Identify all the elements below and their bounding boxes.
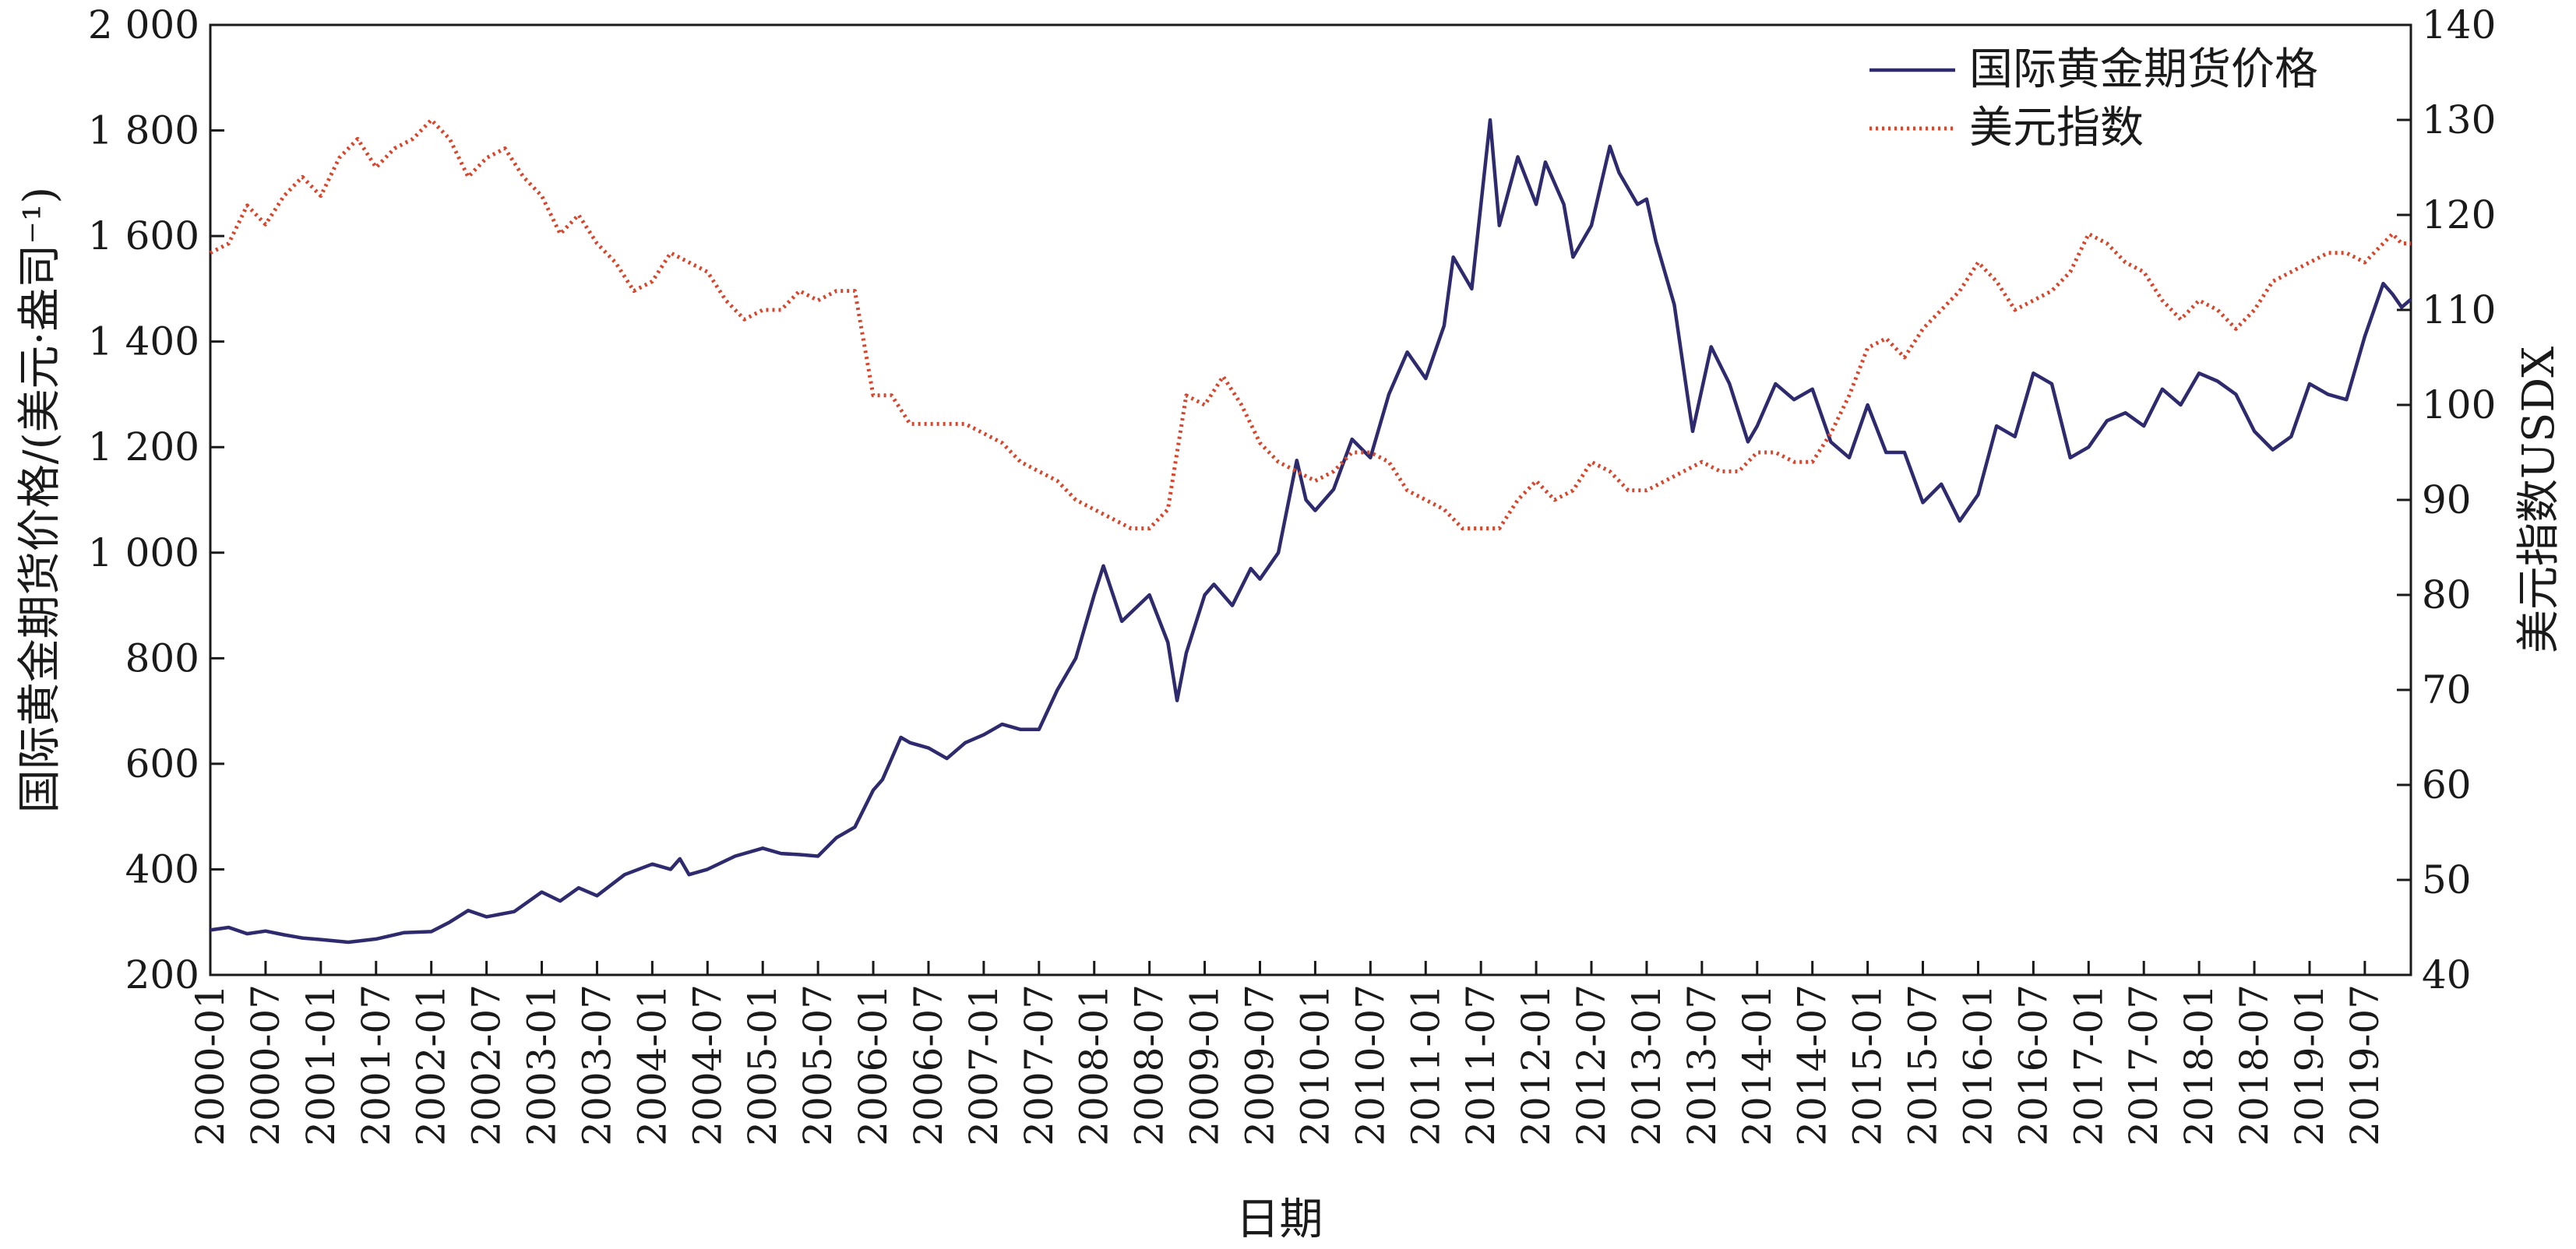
x-tick-label: 2004-01 xyxy=(629,984,675,1146)
x-tick-label: 2015-01 xyxy=(1845,984,1891,1146)
y-left-tick-label: 1 200 xyxy=(88,424,199,470)
x-tick-label: 2018-01 xyxy=(2176,984,2222,1146)
y-right-axis-title: 美元指数USDX xyxy=(2514,347,2564,653)
x-tick-label: 2007-07 xyxy=(1017,984,1062,1146)
series-line-美元指数 xyxy=(209,118,2411,531)
y-left-tick-label: 1 400 xyxy=(88,319,199,364)
x-tick-label: 2005-07 xyxy=(795,984,840,1146)
x-tick-label: 2016-07 xyxy=(2010,984,2056,1146)
y-left-tick-label: 1 600 xyxy=(88,213,199,259)
x-tick-label: 2019-07 xyxy=(2342,984,2387,1146)
x-tick-label: 2009-07 xyxy=(1237,984,1282,1146)
legend-label: 美元指数 xyxy=(1969,103,2144,153)
y-left-tick-label: 200 xyxy=(125,952,199,997)
y-left-axis-title: 国际黄金期货价格/(美元·盎司⁻¹) xyxy=(15,187,65,813)
x-tick-label: 2013-07 xyxy=(1679,984,1725,1146)
x-tick-label: 2003-01 xyxy=(520,984,565,1146)
x-tick-label: 2011-07 xyxy=(1458,984,1503,1146)
x-tick-label: 2017-07 xyxy=(2121,984,2166,1146)
x-tick-label: 2010-07 xyxy=(1348,984,1393,1146)
x-tick-label: 2009-01 xyxy=(1182,984,1228,1146)
x-tick-label: 2018-07 xyxy=(2232,984,2277,1146)
x-tick-label: 2002-01 xyxy=(409,984,454,1146)
x-tick-label: 2001-01 xyxy=(298,984,344,1146)
x-tick-label: 2012-07 xyxy=(1569,984,1614,1146)
x-tick-label: 2014-01 xyxy=(1735,984,1780,1146)
x-tick-label: 2011-01 xyxy=(1403,984,1448,1146)
y-right-tick-label: 90 xyxy=(2422,477,2472,522)
plot-frame xyxy=(209,23,2412,976)
x-tick-label: 2010-01 xyxy=(1292,984,1337,1146)
x-tick-label: 2016-01 xyxy=(1955,984,2000,1146)
axis-layer: 200 400 600 800 1 000 1 200 1 400 1 600 1 800 2 0… xyxy=(15,2,2564,1245)
x-tick-label: 2019-01 xyxy=(2287,984,2332,1146)
y-right-tick-label: 60 xyxy=(2422,762,2472,807)
y-left-tick-label: 1 800 xyxy=(88,108,199,153)
x-tick-label: 2012-01 xyxy=(1514,984,1559,1146)
x-tick-label: 2000-01 xyxy=(188,984,233,1146)
plot-frame-layer xyxy=(209,23,2412,976)
x-tick-label: 2005-01 xyxy=(740,984,785,1146)
x-tick-label: 2007-01 xyxy=(961,984,1006,1146)
y-right-tick-label: 130 xyxy=(2422,97,2496,142)
x-tick-label: 2013-01 xyxy=(1624,984,1669,1146)
y-right-tick-label: 110 xyxy=(2422,287,2496,332)
x-tick-label: 2004-07 xyxy=(685,984,730,1146)
y-left-tick-label: 800 xyxy=(125,635,199,681)
y-left-tick-label: 1 000 xyxy=(88,530,199,575)
x-tick-label: 2015-07 xyxy=(1901,984,1946,1146)
x-tick-label: 2002-07 xyxy=(464,984,509,1146)
y-left-tick-label: 400 xyxy=(125,846,199,892)
series-layer xyxy=(209,118,2412,945)
x-axis-title: 日期 xyxy=(1236,1194,1323,1245)
x-tick-label: 2014-07 xyxy=(1790,984,1835,1146)
y-left-tick-label: 600 xyxy=(125,741,199,786)
legend-label: 国际黄金期货价格 xyxy=(1969,44,2318,95)
x-tick-label: 2006-01 xyxy=(851,984,896,1146)
y-right-tick-label: 100 xyxy=(2422,382,2496,427)
x-tick-label: 2001-07 xyxy=(354,984,399,1146)
y-right-tick-label: 50 xyxy=(2422,857,2472,902)
y-right-tick-label: 140 xyxy=(2422,2,2496,47)
x-tick-label: 2017-01 xyxy=(2066,984,2111,1146)
x-tick-label: 2008-01 xyxy=(1072,984,1117,1146)
y-right-tick-label: 70 xyxy=(2422,667,2472,712)
series-line-国际黄金期货价格 xyxy=(210,118,2412,945)
x-tick-label: 2006-07 xyxy=(906,984,951,1146)
y-left-tick-label: 2 000 xyxy=(88,2,199,47)
y-right-tick-label: 40 xyxy=(2422,952,2472,997)
y-right-tick-label: 80 xyxy=(2422,572,2472,617)
x-tick-label: 2008-07 xyxy=(1127,984,1172,1146)
x-tick-label: 2003-07 xyxy=(574,984,619,1146)
y-right-tick-label: 120 xyxy=(2422,192,2496,237)
x-tick-label: 2000-07 xyxy=(243,984,288,1146)
